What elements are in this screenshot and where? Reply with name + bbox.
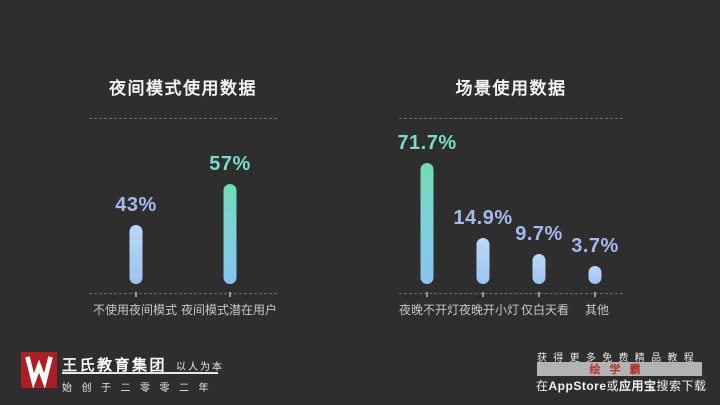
chart-night-mode-usage: 夜间模式使用数据 43% 57% 不使用夜间模式 夜间模式潜在用户 — [89, 76, 277, 318]
bar — [532, 254, 546, 284]
promo-appstore-text: AppStore — [548, 379, 607, 393]
company-name: 王氏教育集团 — [62, 357, 168, 374]
chart-plot-area: 43% 57% — [89, 118, 277, 297]
bar — [420, 163, 434, 284]
chart-x-axis-labels: 不使用夜间模式 夜间模式潜在用户 — [89, 301, 277, 318]
axis-tick — [426, 292, 428, 297]
bar-value-label: 71.7% — [397, 132, 457, 154]
bar — [476, 238, 490, 284]
axis-tick — [538, 292, 540, 297]
axis-tick — [229, 292, 231, 297]
w-logo-icon — [25, 356, 53, 389]
chart-title: 场景使用数据 — [455, 79, 567, 98]
footer-divider-line — [62, 372, 218, 374]
x-axis-category-label: 夜间模式潜在用户 — [180, 303, 277, 317]
x-axis-category-label: 其他 — [585, 303, 610, 317]
chart-plot-area: 71.7% 14.9% 9.7% 3.7% — [397, 118, 623, 297]
promo-tagline: 获得更多免费精品教程 — [537, 353, 700, 364]
promo-text-part: 在 — [536, 379, 549, 393]
x-axis-category-label: 夜晚不开灯 — [399, 303, 460, 317]
bar-value-label: 3.7% — [571, 235, 619, 257]
promo-yingyongbao-text: 应用宝 — [619, 379, 657, 393]
x-axis-category-label: 不使用夜间模式 — [92, 303, 177, 317]
bar — [588, 266, 602, 284]
x-axis-category-label: 仅白天看 — [521, 303, 570, 317]
bar-column: 3.7% — [567, 119, 623, 297]
bar-column: 9.7% — [511, 119, 567, 297]
bar — [129, 225, 143, 284]
bar-value-label: 43% — [115, 194, 157, 216]
x-axis-category-label: 夜晚开小灯 — [459, 303, 520, 317]
company-established-text: 始创于二零零二年 — [62, 383, 218, 394]
bar-column: 57% — [183, 119, 277, 297]
company-slogan: 以人为本 — [176, 362, 224, 373]
bar-column: 43% — [89, 119, 183, 297]
promo-brand-name: 绘学霸 — [589, 364, 650, 376]
promo-download-text: 在AppStore或应用宝搜索下载 — [536, 377, 707, 394]
bar-value-label: 14.9% — [453, 207, 513, 229]
chart-title: 夜间模式使用数据 — [109, 79, 257, 98]
chart-x-axis-labels: 夜晚不开灯 夜晚开小灯 仅白天看 其他 — [399, 301, 623, 318]
axis-tick — [135, 292, 137, 297]
axis-tick — [594, 292, 596, 297]
bar-column: 71.7% — [397, 119, 457, 297]
bar-column: 14.9% — [453, 119, 513, 297]
chart-scene-usage: 场景使用数据 71.7% 14.9% 9.7% 3.7% 夜晚不开灯 夜晚开小灯 仅白天看… — [397, 76, 623, 318]
axis-tick — [482, 292, 484, 297]
promo-brand-band: 绘学霸 — [537, 362, 702, 376]
bar — [223, 184, 237, 284]
promo-text-part: 或 — [606, 379, 620, 393]
bar-value-label: 57% — [209, 153, 251, 175]
company-logo — [21, 352, 57, 389]
promo-text-part: 搜索下载 — [656, 379, 707, 393]
bar-value-label: 9.7% — [515, 223, 563, 245]
